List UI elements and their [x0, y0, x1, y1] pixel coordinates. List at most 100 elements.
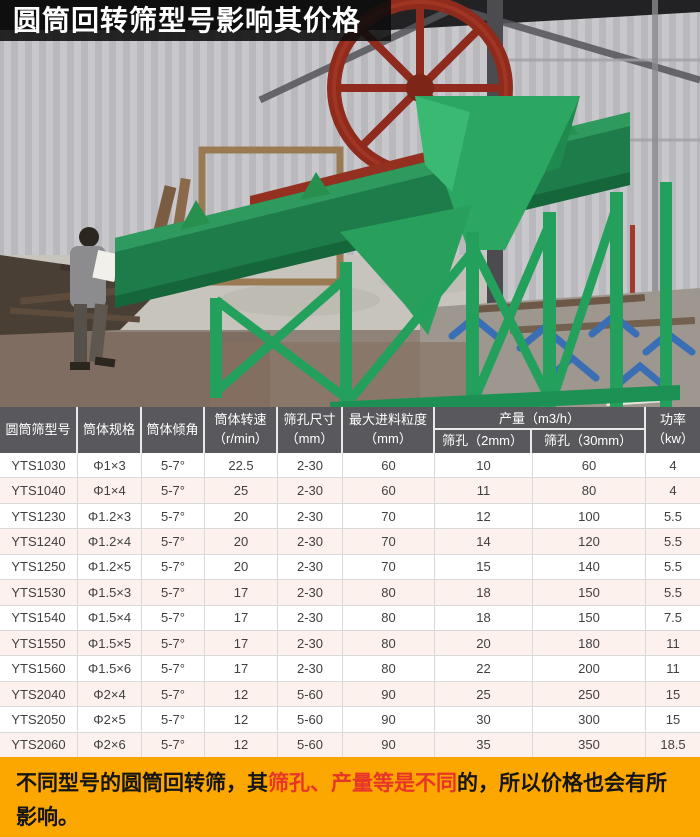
table-cell: 11	[435, 478, 533, 503]
table-cell: 60	[343, 478, 435, 503]
table-cell: 5-7°	[142, 453, 205, 478]
table-cell: 5-7°	[142, 554, 205, 580]
table-cell: 18	[435, 605, 533, 630]
table-cell: YTS2050	[0, 707, 78, 732]
table-row: YTS1530 Φ1.5×3 5-7° 17 2-30 80 18 150 5.5	[0, 580, 700, 606]
table-row: YTS1550 Φ1.5×5 5-7° 17 2-30 80 20 180 11	[0, 630, 700, 657]
table-cell: 18	[435, 580, 533, 605]
table-cell: 15	[665, 711, 681, 727]
table-cell: 2-30	[278, 580, 343, 605]
table-cell: Φ1×4	[78, 478, 142, 503]
table-cell: Φ1.2×5	[78, 554, 142, 580]
table-row: YTS2040 Φ2×4 5-7° 12 5-60 90 25 250 15	[0, 681, 700, 708]
table-cell: YTS1230	[0, 503, 78, 529]
table-cell: 5-60	[278, 707, 343, 732]
table-cell: 100	[533, 503, 646, 529]
table-cell: 5-7°	[142, 681, 205, 707]
table-cell: 12	[435, 503, 533, 529]
table-cell: 30	[435, 707, 533, 732]
table-cell: 22	[435, 656, 533, 681]
table-cell: 80	[343, 656, 435, 681]
table-cell: 4	[669, 457, 677, 473]
table-cell: 2-30	[278, 630, 343, 656]
table-cell: 11	[666, 635, 680, 651]
table-cell: 7.5	[663, 610, 683, 626]
spec-table: 圆筒筛型号 筒体规格 筒体倾角 筒体转速 （r/min） 筛孔尺寸 （mm） 最大进…	[0, 407, 700, 758]
table-cell: 17	[205, 605, 278, 630]
table-cell: YTS1030	[0, 453, 78, 478]
table-cell: 2-30	[278, 656, 343, 681]
table-cell: 11	[666, 661, 680, 677]
table-row: YTS1230 Φ1.2×3 5-7° 20 2-30 70 12 100 5.5	[0, 503, 700, 530]
table-cell: YTS1040	[0, 478, 78, 503]
table-cell: 5-7°	[142, 529, 205, 554]
table-cell: 17	[205, 630, 278, 656]
table-cell: Φ1.2×4	[78, 529, 142, 554]
table-cell: 90	[343, 707, 435, 732]
table-cell: 20	[205, 529, 278, 554]
table-row: YTS1040 Φ1×4 5-7° 25 2-30 60 11 80 4	[0, 478, 700, 504]
header-power: 功率 （kw）	[652, 412, 694, 446]
table-cell: 5-60	[278, 732, 343, 758]
table-cell: Φ1.5×4	[78, 605, 142, 630]
table-cell: 20	[205, 503, 278, 529]
table-cell: 20	[435, 630, 533, 656]
price-note-highlight: 筛孔、产量等是不同	[268, 772, 457, 795]
table-cell: 5-7°	[142, 580, 205, 605]
table-cell: 5-7°	[142, 732, 205, 758]
table-cell: YTS1560	[0, 656, 78, 681]
table-cell: 5-7°	[142, 605, 205, 630]
table-cell: 2-30	[278, 605, 343, 630]
price-note-text: 不同型号的圆筒回转筛，其筛孔、产量等是不同的，所以价格也会有所影响。	[16, 772, 667, 829]
header-incline: 筒体倾角	[142, 407, 205, 453]
table-cell: 25	[435, 681, 533, 707]
table-cell: Φ1×3	[78, 453, 142, 478]
support-frame	[210, 182, 680, 407]
page-title: 圆筒回转筛型号影响其价格	[0, 0, 391, 41]
table-cell: 5-60	[278, 681, 343, 707]
table-cell: 150	[533, 580, 646, 605]
header-output-2mm: 筛孔（2mm）	[435, 430, 533, 453]
header-hole-size: 筛孔尺寸 （mm）	[278, 407, 343, 453]
table-cell: Φ1.5×6	[78, 656, 142, 681]
table-cell: 17	[205, 580, 278, 605]
table-cell: 80	[533, 478, 646, 503]
table-cell: 4	[669, 483, 677, 499]
spec-table-header: 圆筒筛型号 筒体规格 筒体倾角 筒体转速 （r/min） 筛孔尺寸 （mm） 最大进…	[0, 407, 700, 453]
table-cell: 180	[533, 630, 646, 656]
machine-photo-illustration	[0, 0, 700, 407]
table-cell: Φ2×5	[78, 707, 142, 732]
header-output-30mm: 筛孔（30mm）	[543, 433, 633, 449]
table-cell: 12	[205, 681, 278, 707]
table-cell: 5.5	[663, 559, 683, 575]
table-cell: 250	[533, 681, 646, 707]
header-speed: 筒体转速 （r/min）	[205, 407, 278, 453]
table-cell: 70	[343, 503, 435, 529]
table-cell: 140	[533, 554, 646, 580]
table-cell: 2-30	[278, 478, 343, 503]
worker-figure	[70, 227, 120, 370]
header-model: 圆筒筛型号	[0, 407, 78, 453]
table-cell: 2-30	[278, 503, 343, 529]
table-cell: 5-7°	[142, 503, 205, 529]
table-cell: 300	[533, 707, 646, 732]
table-row: YTS2060 Φ2×6 5-7° 12 5-60 90 35 350 18.5	[0, 732, 700, 758]
table-row: YTS1540 Φ1.5×4 5-7° 17 2-30 80 18 150 7.5	[0, 605, 700, 631]
table-cell: YTS1240	[0, 529, 78, 554]
table-cell: 70	[343, 554, 435, 580]
collecting-hopper	[340, 205, 472, 335]
table-cell: 12	[205, 732, 278, 758]
header-max-feed: 最大进料粒度 （mm）	[343, 407, 435, 453]
table-cell: Φ2×6	[78, 732, 142, 758]
table-cell: 80	[343, 630, 435, 656]
table-cell: 90	[343, 732, 435, 758]
table-cell: 22.5	[205, 453, 278, 478]
table-cell: 5-7°	[142, 656, 205, 681]
table-cell: 12	[205, 707, 278, 732]
table-cell: 35	[435, 732, 533, 758]
trommel-machine	[115, 96, 680, 407]
table-cell: 5.5	[663, 584, 683, 600]
table-cell: 90	[343, 681, 435, 707]
table-cell: 350	[533, 732, 646, 758]
